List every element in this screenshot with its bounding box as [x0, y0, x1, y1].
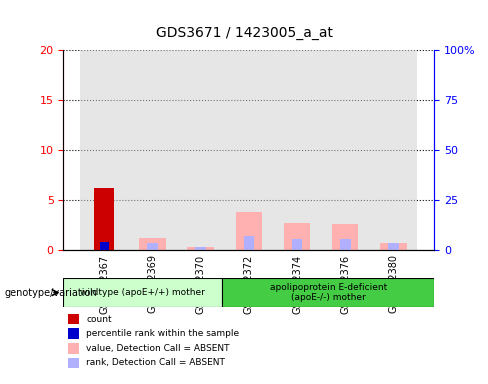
Bar: [225, 50, 273, 250]
Text: value, Detection Call = ABSENT: value, Detection Call = ABSENT: [86, 344, 230, 353]
Text: count: count: [86, 314, 112, 324]
Bar: [68, 328, 79, 339]
Text: genotype/variation: genotype/variation: [5, 288, 98, 298]
Bar: [177, 50, 225, 250]
Bar: [128, 50, 177, 250]
Bar: [68, 314, 79, 324]
Bar: [81, 50, 128, 250]
Bar: [195, 247, 206, 250]
Bar: [187, 247, 214, 250]
FancyBboxPatch shape: [63, 278, 223, 307]
Bar: [244, 237, 254, 250]
Bar: [321, 50, 369, 250]
Bar: [284, 223, 310, 250]
Bar: [68, 358, 79, 368]
Text: GDS3671 / 1423005_a_at: GDS3671 / 1423005_a_at: [156, 26, 332, 40]
Bar: [94, 188, 115, 250]
Text: rank, Detection Call = ABSENT: rank, Detection Call = ABSENT: [86, 358, 225, 367]
Bar: [100, 242, 109, 250]
Text: apolipoprotein E-deficient
(apoE-/-) mother: apolipoprotein E-deficient (apoE-/-) mot…: [270, 283, 387, 303]
Bar: [236, 212, 262, 250]
Text: percentile rank within the sample: percentile rank within the sample: [86, 329, 240, 338]
Bar: [388, 243, 399, 250]
Bar: [147, 243, 158, 250]
Bar: [273, 50, 321, 250]
Bar: [340, 239, 350, 250]
Bar: [369, 50, 417, 250]
Text: wildtype (apoE+/+) mother: wildtype (apoE+/+) mother: [81, 288, 205, 297]
Bar: [139, 238, 166, 250]
FancyBboxPatch shape: [223, 278, 434, 307]
Bar: [380, 243, 407, 250]
Bar: [332, 224, 359, 250]
Bar: [68, 343, 79, 354]
Bar: [292, 239, 303, 250]
